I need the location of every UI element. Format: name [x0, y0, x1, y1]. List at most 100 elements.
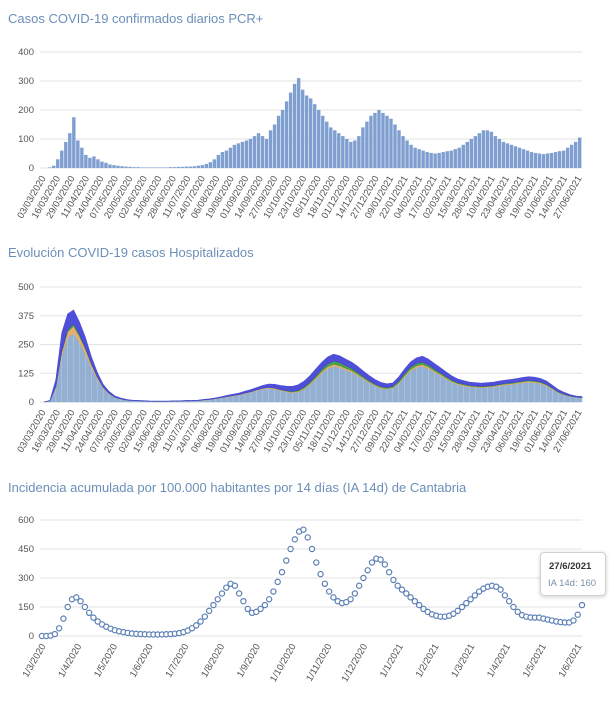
scatter-point — [415, 601, 423, 609]
bar — [140, 167, 144, 168]
scatter-point — [94, 618, 101, 625]
bar — [252, 136, 257, 168]
scatter-point — [330, 594, 337, 601]
x-tick-label: 1/2/2021 — [414, 642, 442, 680]
scatter-point — [381, 561, 389, 568]
scatter-point — [210, 601, 217, 609]
bar — [184, 166, 188, 168]
scatter-point — [471, 592, 479, 599]
x-tick-label: 1/4/2020 — [56, 642, 84, 680]
scatter-point — [188, 625, 196, 632]
cases-bar-chart: 010020030040003/03/202016/03/202029/03/2… — [15, 47, 584, 221]
scatter-point — [60, 615, 67, 622]
bar — [361, 127, 365, 168]
bar — [333, 130, 337, 168]
bar — [64, 141, 68, 168]
bar — [325, 121, 329, 168]
scatter-point — [574, 611, 581, 618]
bar — [549, 152, 554, 168]
x-tick-label: 1/6/2020 — [128, 642, 156, 680]
bar — [152, 167, 156, 168]
chart-title-cases: Casos COVID-19 confirmados diarios PCR+ — [8, 11, 264, 26]
y-tick-label: 500 — [18, 282, 34, 293]
bar — [248, 139, 253, 168]
scatter-point — [270, 588, 277, 595]
bar — [216, 154, 221, 168]
x-tick-label: 1/3/2020 — [21, 642, 49, 680]
bar — [477, 133, 482, 168]
bar — [545, 153, 550, 168]
bar — [136, 167, 140, 168]
y-tick-label: 0 — [29, 631, 34, 642]
bar — [577, 137, 582, 168]
bar — [168, 167, 172, 168]
bar — [369, 115, 373, 168]
scatter-point — [385, 568, 393, 576]
x-tick-label: 1/7/2020 — [164, 642, 192, 680]
y-tick-label: 0 — [29, 163, 34, 174]
bar — [321, 115, 325, 168]
scatter-point — [514, 608, 521, 616]
bar — [337, 133, 341, 168]
scatter-point — [368, 559, 376, 566]
bar — [224, 150, 229, 168]
scatter-point — [218, 590, 226, 597]
scatter-point — [90, 614, 97, 621]
bar — [176, 166, 180, 168]
scatter-point — [197, 618, 204, 625]
bar — [220, 152, 225, 168]
scatter-point — [201, 613, 209, 620]
x-tick-label: 1/11/2020 — [304, 642, 334, 683]
x-tick-label: 1/5/2021 — [521, 642, 549, 680]
y-tick-label: 100 — [18, 134, 34, 145]
scatter-point — [510, 603, 517, 611]
x-tick-label: 1/3/2021 — [449, 642, 477, 680]
bar — [264, 139, 269, 168]
bar — [236, 143, 241, 168]
scatter-point — [351, 590, 359, 597]
bar — [272, 124, 277, 168]
bar — [541, 154, 546, 168]
scatter-point — [505, 597, 513, 605]
bar — [116, 165, 120, 168]
scatter-point — [497, 586, 504, 593]
bar — [228, 147, 233, 168]
scatter-point — [450, 610, 457, 617]
bar — [72, 117, 76, 168]
bar — [357, 136, 361, 168]
scatter-point — [321, 580, 329, 588]
tooltip-value: IA 14d: 160 — [548, 578, 597, 589]
bar — [60, 150, 64, 168]
scatter-point — [231, 582, 239, 589]
y-tick-label: 200 — [18, 105, 34, 116]
scatter-point — [578, 601, 586, 609]
bar — [48, 167, 52, 168]
bar — [573, 141, 578, 168]
bar — [437, 152, 441, 168]
scatter-point — [501, 592, 509, 599]
bar — [565, 147, 570, 168]
bar — [569, 144, 574, 168]
bar — [96, 159, 100, 168]
area-series-3 — [43, 309, 583, 403]
scatter-point — [308, 545, 316, 553]
incidence-scatter-chart[interactable]: 0 150 300 450 600 1/3/2020 1/4/2020 1/5/2020 1/6… — [0, 480, 614, 720]
bar — [204, 163, 209, 168]
bar — [188, 166, 192, 168]
bar — [244, 140, 249, 168]
scatter-point — [51, 630, 59, 638]
chart-title-incidence: Incidencia acumulada por 100.000 habitan… — [8, 480, 467, 495]
bar — [425, 152, 429, 168]
bar — [288, 92, 293, 168]
bar — [76, 140, 80, 168]
bar — [212, 159, 217, 168]
bar — [461, 144, 465, 168]
scatter-point — [55, 625, 63, 632]
scatter-point — [411, 597, 419, 605]
bar — [84, 154, 88, 168]
x-tick-label: 1/5/2020 — [92, 642, 120, 680]
bar — [445, 151, 449, 168]
scatter-point — [64, 603, 71, 611]
bar — [200, 165, 205, 168]
bar — [485, 130, 490, 168]
